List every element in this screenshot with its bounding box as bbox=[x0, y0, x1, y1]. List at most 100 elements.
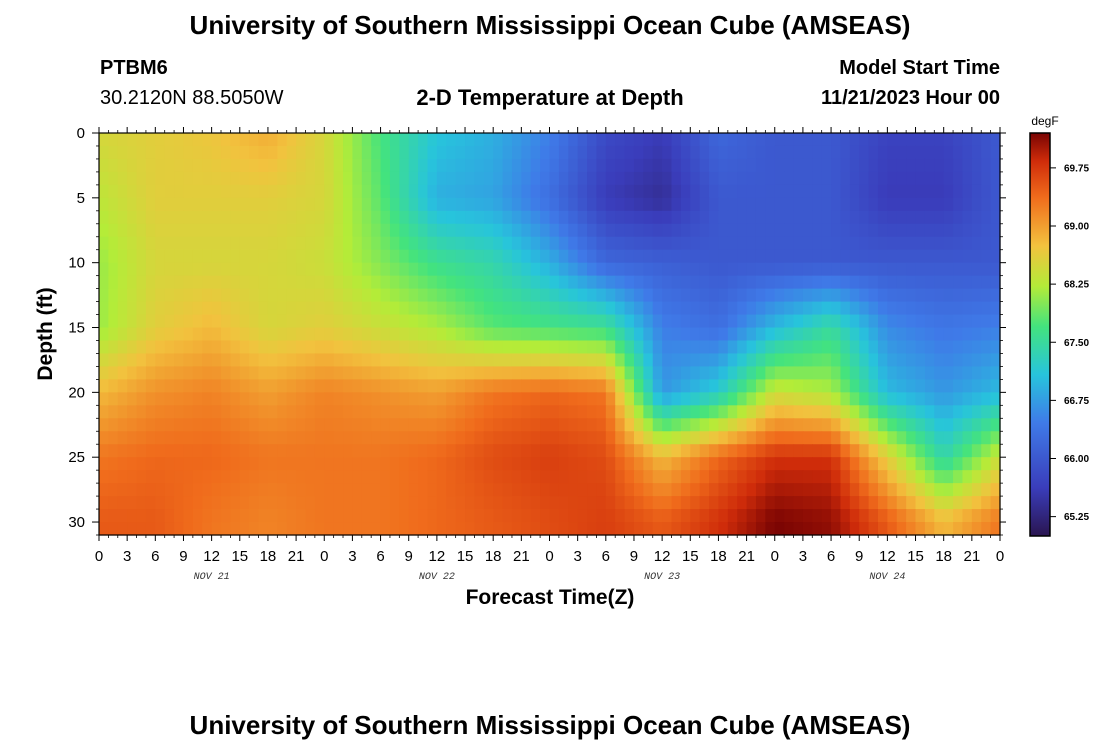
heatmap-cell bbox=[849, 366, 860, 380]
heatmap-cell bbox=[540, 418, 551, 432]
heatmap-cell bbox=[887, 496, 898, 510]
heatmap-cell bbox=[277, 301, 288, 316]
heatmap-cell bbox=[145, 236, 156, 251]
heatmap-cell bbox=[145, 158, 156, 173]
heatmap-cell bbox=[117, 236, 128, 251]
heatmap-cell bbox=[915, 379, 926, 393]
heatmap-cell bbox=[314, 522, 325, 536]
heatmap-cell bbox=[633, 340, 644, 355]
heatmap-cell bbox=[521, 236, 532, 251]
heatmap-cell bbox=[765, 262, 776, 277]
heatmap-cell bbox=[821, 314, 832, 329]
heatmap-cell bbox=[671, 327, 682, 342]
heatmap-cell bbox=[221, 444, 231, 458]
heatmap-cell bbox=[643, 496, 654, 510]
heatmap-cell bbox=[286, 262, 297, 277]
heatmap-cell bbox=[164, 249, 175, 264]
heatmap-cell bbox=[380, 405, 391, 419]
heatmap-cell bbox=[408, 223, 419, 238]
heatmap-cell bbox=[418, 444, 429, 458]
heatmap-cell bbox=[333, 379, 344, 393]
heatmap-cell bbox=[962, 496, 973, 510]
heatmap-cell bbox=[981, 405, 992, 419]
heatmap-cell bbox=[164, 340, 175, 355]
heatmap-cell bbox=[821, 249, 832, 264]
heatmap-cell bbox=[802, 197, 813, 212]
heatmap-cell bbox=[859, 133, 870, 147]
heatmap-cell bbox=[324, 457, 335, 471]
heatmap-cell bbox=[718, 457, 729, 471]
heatmap-cell bbox=[361, 353, 372, 368]
heatmap-cell bbox=[371, 327, 382, 342]
heatmap-cell bbox=[840, 171, 851, 186]
heatmap-cell bbox=[202, 197, 213, 212]
heatmap-cell bbox=[821, 418, 832, 432]
heatmap-cell bbox=[483, 223, 494, 238]
heatmap-cell bbox=[596, 392, 607, 406]
heatmap-cell bbox=[343, 470, 354, 484]
heatmap-cell bbox=[840, 392, 851, 406]
heatmap-cell bbox=[145, 249, 156, 264]
heatmap-cell bbox=[324, 223, 335, 238]
x-tick-label: 21 bbox=[513, 548, 530, 565]
heatmap-cell bbox=[793, 470, 804, 484]
heatmap-cell bbox=[877, 392, 888, 406]
heatmap-cell bbox=[380, 184, 391, 199]
heatmap-cell bbox=[296, 158, 307, 173]
heatmap-cell bbox=[192, 184, 203, 199]
heatmap-cell bbox=[314, 353, 325, 368]
heatmap-cell bbox=[511, 249, 522, 264]
heatmap-cell bbox=[849, 353, 860, 368]
heatmap-cell bbox=[455, 379, 466, 393]
heatmap-cell bbox=[840, 236, 851, 251]
heatmap-cell bbox=[896, 171, 907, 186]
heatmap-cell bbox=[333, 340, 344, 355]
heatmap-cell bbox=[934, 288, 945, 303]
heatmap-cell bbox=[549, 301, 560, 316]
heatmap-cell bbox=[408, 340, 419, 355]
heatmap-cell bbox=[202, 158, 213, 173]
heatmap-cell bbox=[108, 158, 119, 173]
heatmap-cell bbox=[192, 444, 203, 458]
heatmap-cell bbox=[709, 158, 720, 173]
heatmap-cell bbox=[962, 223, 973, 238]
heatmap-cell bbox=[530, 197, 541, 212]
heatmap-cell bbox=[202, 210, 213, 225]
heatmap-cell bbox=[352, 522, 363, 536]
heatmap-cell bbox=[718, 184, 729, 199]
heatmap-cell bbox=[587, 249, 598, 264]
heatmap-cell bbox=[877, 509, 888, 523]
heatmap-cell bbox=[840, 379, 851, 393]
heatmap-cell bbox=[831, 340, 842, 355]
heatmap-cell bbox=[127, 405, 138, 419]
heatmap-cell bbox=[361, 171, 372, 186]
heatmap-cell bbox=[521, 431, 532, 445]
heatmap-cell bbox=[765, 184, 776, 199]
heatmap-cell bbox=[511, 431, 522, 445]
heatmap-cell bbox=[267, 522, 278, 536]
heatmap-cell bbox=[774, 314, 785, 329]
heatmap-cell bbox=[887, 405, 898, 419]
heatmap-cell bbox=[333, 288, 344, 303]
heatmap-cell bbox=[624, 314, 635, 329]
heatmap-cell bbox=[267, 301, 278, 316]
heatmap-cell bbox=[211, 288, 222, 303]
heatmap-cell bbox=[296, 340, 307, 355]
heatmap-cell bbox=[568, 431, 579, 445]
heatmap-cell bbox=[577, 288, 588, 303]
heatmap-cell bbox=[136, 522, 147, 536]
heatmap-cell bbox=[202, 405, 213, 419]
heatmap-cell bbox=[155, 197, 166, 212]
heatmap-cell bbox=[511, 210, 522, 225]
heatmap-cell bbox=[906, 314, 917, 329]
heatmap-cell bbox=[333, 496, 344, 510]
heatmap-cell bbox=[755, 249, 766, 264]
x-tick-label: 18 bbox=[935, 548, 952, 565]
heatmap-cell bbox=[577, 483, 588, 497]
heatmap-cell bbox=[465, 379, 476, 393]
heatmap-cell bbox=[755, 366, 766, 380]
heatmap-cell bbox=[953, 223, 964, 238]
heatmap-cell bbox=[981, 483, 992, 497]
heatmap-cell bbox=[549, 483, 560, 497]
heatmap-cell bbox=[643, 275, 654, 290]
